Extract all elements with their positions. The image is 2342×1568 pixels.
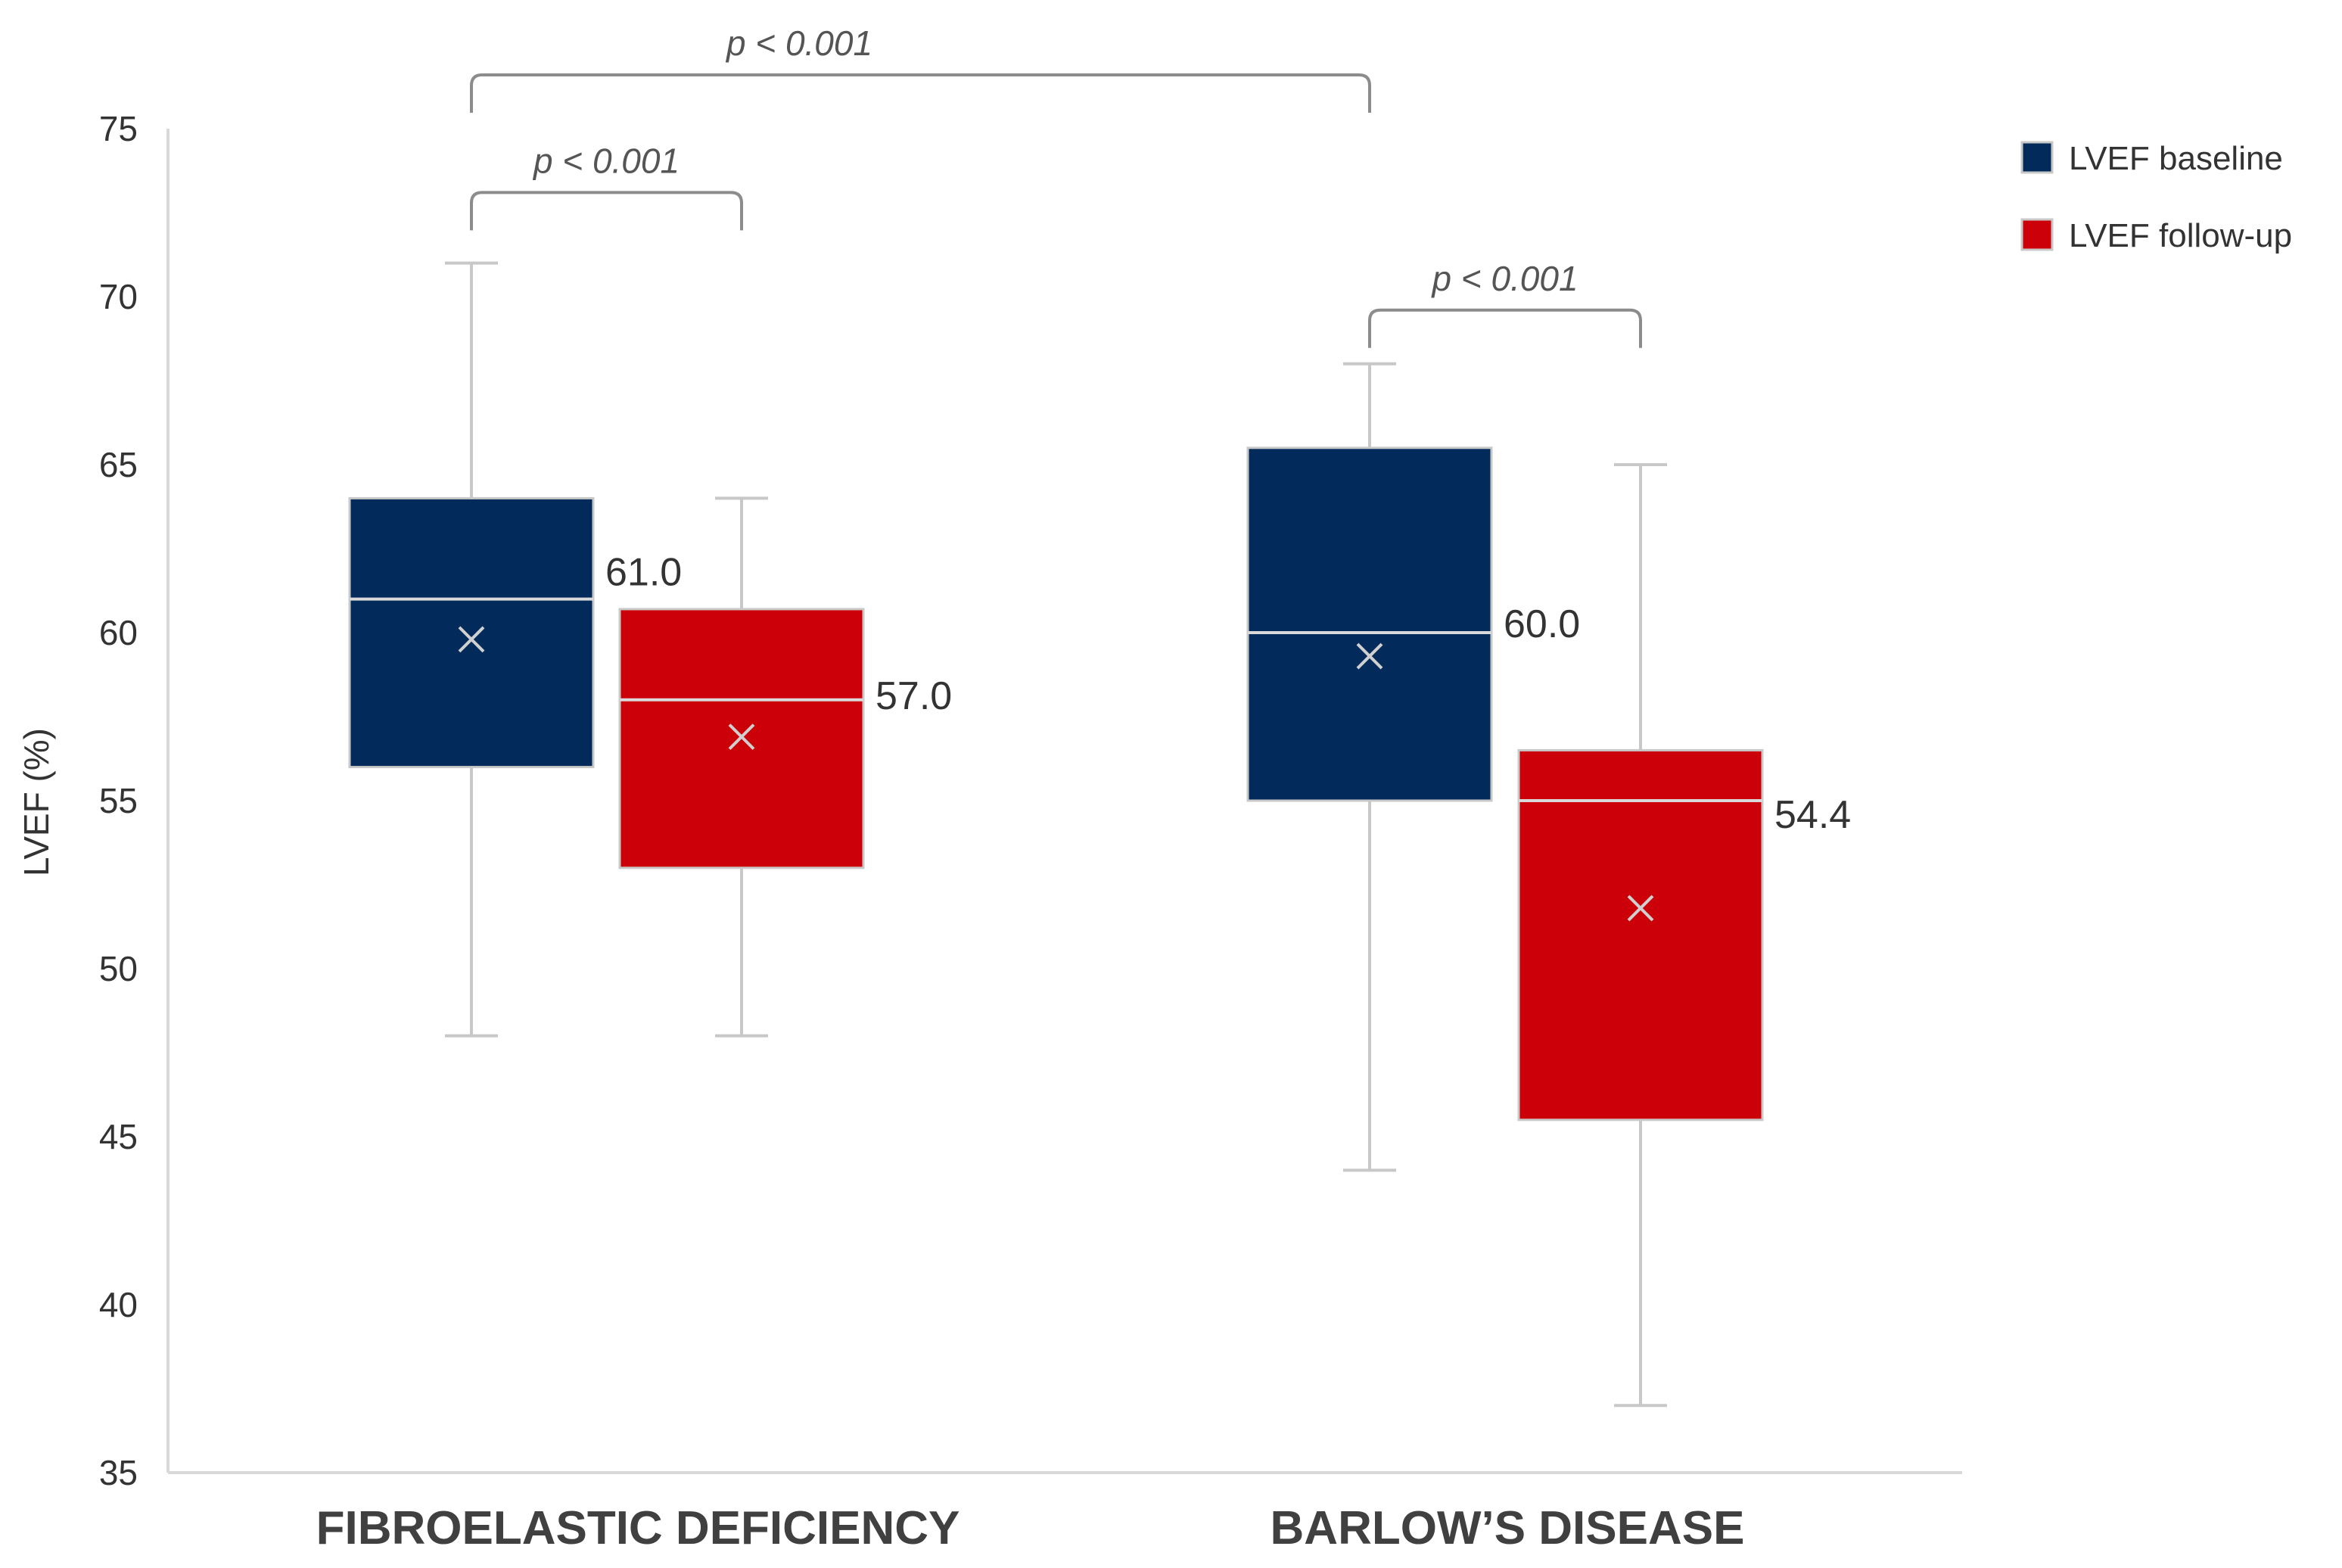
box-body [348, 496, 595, 769]
box-follow-up-0: 57.0 [618, 496, 952, 1038]
y-tick-label: 70 [99, 277, 138, 316]
significance-annotations: p < 0.001 p < 0.001 p < 0.001 [470, 23, 1642, 348]
axes: 35 40 45 50 55 60 65 70 75 LVEF (%) [17, 109, 1962, 1492]
p-value-label: p < 0.001 [532, 141, 680, 180]
legend: LVEF baseline LVEF follow-up [2020, 140, 2292, 254]
bracket-line [470, 191, 743, 231]
box-follow-up-1: 54.4 [1517, 463, 1851, 1408]
legend-entry-follow-up: LVEF follow-up [2020, 217, 2292, 254]
y-tick-labels: 35 40 45 50 55 60 65 70 75 [99, 109, 138, 1492]
mean-marker [728, 723, 755, 751]
legend-entry-baseline: LVEF baseline [2020, 140, 2283, 177]
box-baseline-1: 60.0 [1246, 362, 1580, 1172]
median-data-label: 60.0 [1504, 602, 1580, 646]
box-baseline-0: 61.0 [348, 261, 682, 1038]
box-body [1517, 748, 1764, 1122]
y-tick-label: 75 [99, 109, 138, 148]
box-series: 61.0 60.0 57.0 54.4 [348, 261, 1851, 1408]
y-tick-label: 50 [99, 949, 138, 988]
p-value-label: p < 0.001 [725, 23, 872, 63]
y-axis-label: LVEF (%) [17, 728, 56, 876]
bracket-line [1368, 308, 1642, 348]
median-data-label: 54.4 [1774, 793, 1851, 837]
legend-swatch [2020, 141, 2054, 174]
y-tick-label: 55 [99, 781, 138, 820]
p-value-label: p < 0.001 [1430, 259, 1578, 298]
mean-marker [1356, 642, 1383, 670]
category-label: BARLOW’S DISEASE [1271, 1502, 1745, 1554]
legend-label: LVEF baseline [2069, 140, 2283, 177]
significance-bracket-fed: p < 0.001 [470, 141, 743, 231]
median-data-label: 57.0 [876, 674, 952, 718]
bracket-line [470, 73, 1371, 113]
y-tick-label: 60 [99, 613, 138, 652]
significance-bracket-cross: p < 0.001 [470, 23, 1371, 113]
y-tick-label: 65 [99, 445, 138, 484]
mean-marker [1627, 894, 1654, 922]
significance-bracket-bd: p < 0.001 [1368, 259, 1642, 348]
y-tick-label: 35 [99, 1453, 138, 1492]
category-labels: FIBROELASTIC DEFICIENCY BARLOW’S DISEASE [316, 1502, 1745, 1554]
y-tick-label: 40 [99, 1285, 138, 1324]
y-tick-label: 45 [99, 1117, 138, 1156]
legend-label: LVEF follow-up [2069, 217, 2292, 254]
median-data-label: 61.0 [605, 551, 682, 595]
legend-swatch [2020, 218, 2054, 251]
box-body [1246, 446, 1493, 802]
mean-marker [458, 626, 485, 653]
category-label: FIBROELASTIC DEFICIENCY [316, 1502, 960, 1554]
